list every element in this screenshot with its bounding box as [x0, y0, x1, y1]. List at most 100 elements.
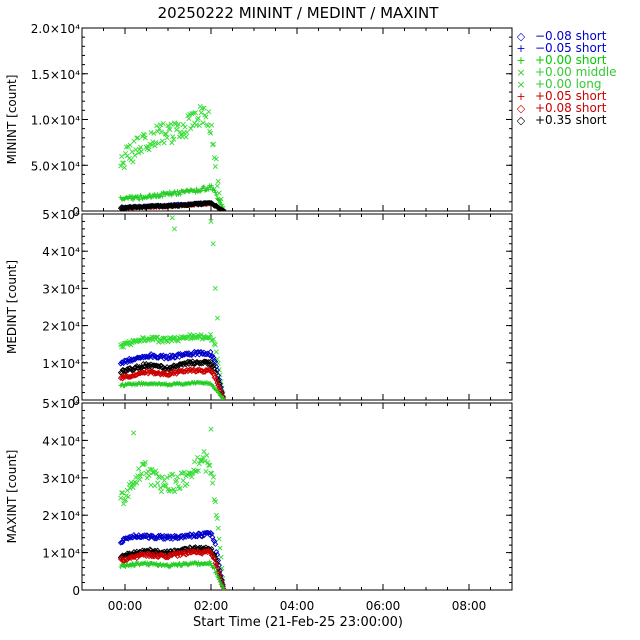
y-tick-label: 0	[72, 205, 80, 219]
data-point	[213, 156, 219, 162]
data-point	[212, 188, 217, 193]
series--0-00-long	[118, 103, 227, 211]
data-point	[127, 485, 133, 491]
data-point	[168, 121, 174, 127]
data-point	[204, 359, 210, 365]
panel-points-2	[117, 215, 227, 400]
data-point	[177, 561, 182, 566]
data-point	[221, 397, 227, 400]
data-point	[221, 587, 227, 590]
data-point	[184, 129, 190, 135]
y-axis-label: MEDINT [count]	[5, 260, 19, 354]
data-point	[199, 533, 205, 540]
data-point	[146, 336, 152, 342]
data-point	[158, 353, 165, 359]
data-point	[195, 115, 201, 121]
data-point	[172, 489, 178, 495]
data-point	[209, 122, 215, 128]
data-point	[118, 495, 124, 501]
data-point	[214, 192, 219, 198]
y-tick-label: 3×10⁴	[42, 282, 80, 296]
data-point	[220, 207, 226, 211]
data-point	[216, 577, 222, 582]
data-point	[214, 564, 221, 570]
data-point	[221, 208, 227, 211]
data-point	[204, 367, 210, 374]
data-point	[174, 474, 181, 480]
legend-symbol: ◇	[517, 114, 526, 127]
data-point	[121, 344, 127, 350]
data-point	[217, 545, 223, 551]
data-point	[204, 452, 210, 458]
data-point-outlier	[210, 241, 216, 247]
panel-frame-3	[81, 402, 513, 591]
y-axis-label: MININT [count]	[5, 75, 19, 165]
data-point	[212, 358, 219, 365]
data-point	[138, 144, 144, 150]
data-point	[135, 194, 140, 199]
data-point	[187, 359, 194, 366]
data-point	[163, 131, 169, 137]
data-point	[211, 203, 218, 209]
data-point	[174, 477, 180, 483]
data-point	[146, 147, 152, 153]
data-point	[209, 369, 216, 376]
data-point	[212, 164, 218, 170]
panel-frame-1	[81, 27, 513, 212]
data-point	[153, 139, 159, 146]
data-point	[211, 383, 216, 389]
data-point	[216, 198, 222, 203]
data-point	[149, 142, 155, 148]
y-tick-label: 1×10⁴	[42, 357, 80, 371]
data-point	[198, 331, 204, 337]
data-point	[158, 489, 164, 495]
data-point	[218, 554, 224, 560]
series--0-00-long	[118, 426, 227, 590]
data-point	[215, 525, 221, 531]
data-point	[216, 190, 222, 196]
y-tick-label: 1.5×10⁴	[31, 68, 80, 82]
data-point	[139, 471, 145, 477]
data-point	[200, 549, 206, 556]
data-point	[155, 532, 162, 539]
data-point	[212, 566, 217, 571]
data-point	[191, 110, 197, 116]
data-point	[176, 549, 183, 556]
data-point	[201, 449, 207, 455]
data-point	[166, 372, 172, 378]
y-tick-label: 4×10⁴	[42, 245, 80, 259]
data-point	[150, 469, 156, 475]
y-tick-label: 2×10⁴	[42, 509, 80, 523]
data-point	[210, 474, 217, 480]
series--0-08-short	[117, 348, 227, 400]
series--0-00-middle	[118, 559, 227, 590]
legend-symbol: ×	[516, 66, 525, 79]
legend-symbol: +	[516, 54, 525, 67]
data-point	[131, 554, 137, 560]
data-point	[118, 370, 125, 377]
data-point	[157, 485, 163, 491]
data-point	[135, 355, 142, 361]
data-point	[177, 533, 184, 539]
data-point	[219, 395, 225, 400]
data-point	[215, 178, 221, 184]
data-point	[210, 362, 217, 369]
data-point	[119, 153, 125, 160]
data-point	[160, 121, 166, 127]
data-point	[121, 501, 127, 507]
data-point	[162, 131, 168, 137]
data-point	[123, 564, 128, 569]
data-point	[206, 187, 211, 192]
x-tick-label: 06:00	[366, 599, 401, 613]
data-point	[206, 199, 213, 206]
data-point	[186, 189, 192, 195]
data-point	[151, 362, 158, 369]
data-point	[178, 192, 183, 197]
data-point	[192, 459, 198, 465]
panel-points-1	[117, 103, 227, 211]
data-point	[154, 334, 160, 340]
data-point	[213, 561, 220, 568]
data-point	[210, 480, 216, 486]
data-point	[161, 140, 167, 146]
